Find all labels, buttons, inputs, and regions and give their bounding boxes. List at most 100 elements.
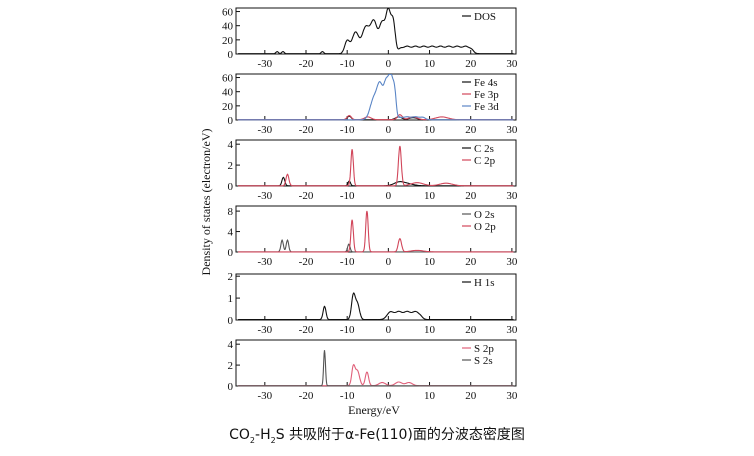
legend-label: S 2p <box>474 343 494 355</box>
series-line-dos <box>238 7 514 55</box>
y-tick-label: 0 <box>228 115 234 127</box>
x-tick-label: 10 <box>424 58 436 70</box>
x-tick-label: -30 <box>257 190 272 202</box>
x-tick-label: 0 <box>386 58 392 70</box>
y-tick-label: 0 <box>228 315 234 327</box>
y-tick-label: 60 <box>222 73 234 85</box>
legend-label: O 2p <box>474 221 496 233</box>
x-tick-label: 20 <box>465 190 477 202</box>
y-tick-label: 0 <box>228 181 234 193</box>
x-tick-label: 20 <box>465 256 477 268</box>
x-tick-label: -20 <box>299 124 314 136</box>
legend-label: Fe 4s <box>474 77 498 89</box>
caption-part-3: S 共吸附于α-Fe(110)面的分波态密度图 <box>275 427 525 443</box>
panel-h: 0 1 2 -30 -20 -10 0 10 20 30 H 1s <box>228 271 518 336</box>
series-line-c-2p <box>238 145 514 187</box>
x-tick-label: -20 <box>299 190 314 202</box>
x-tick-label: 30 <box>506 190 518 202</box>
series-line-o-2s <box>238 238 514 253</box>
x-tick-label: 30 <box>506 58 518 70</box>
caption-subscript-1: 2 <box>249 435 256 445</box>
x-tick-label: -30 <box>257 58 272 70</box>
x-axis-label: Energy/eV <box>348 403 400 417</box>
x-tick-label: 10 <box>424 324 436 336</box>
x-tick-label: 0 <box>386 190 392 202</box>
y-axis-label: Density of states (electron/eV) <box>199 129 213 276</box>
series-line-s-2p <box>238 363 514 387</box>
series-line-s-2s <box>238 350 514 387</box>
y-tick-label: 2 <box>228 271 234 283</box>
x-tick-label: 10 <box>424 190 436 202</box>
x-tick-label: -20 <box>299 256 314 268</box>
x-tick-label: 30 <box>506 124 518 136</box>
y-tick-label: 4 <box>228 139 234 151</box>
x-tick-label: -10 <box>340 124 355 136</box>
x-tick-label: 20 <box>465 324 477 336</box>
y-tick-label: 20 <box>222 35 234 47</box>
y-tick-label: 8 <box>228 206 234 218</box>
legend-label: DOS <box>474 11 496 23</box>
caption-part-2: -H <box>255 427 271 443</box>
panel-c: 0 2 4 -30 -20 -10 0 10 20 30 C 2sC 2p <box>228 139 518 202</box>
y-tick-label: 0 <box>228 49 234 61</box>
x-tick-label: -30 <box>257 124 272 136</box>
series-line-fe-3p <box>238 114 514 121</box>
y-tick-label: 4 <box>228 339 234 351</box>
x-tick-label: -10 <box>340 58 355 70</box>
x-tick-label: -10 <box>340 190 355 202</box>
y-tick-label: 20 <box>222 101 234 113</box>
y-tick-label: 0 <box>228 247 234 259</box>
x-tick-label: -10 <box>340 324 355 336</box>
x-tick-label: 10 <box>424 124 436 136</box>
legend-label: C 2p <box>474 155 496 167</box>
panel-s: 0 2 4 -30 -20 -10 0 10 20 30 S 2pS 2s <box>228 339 518 402</box>
panel-dos: 0 20 40 60 -30 -20 -10 0 10 20 30 DOS <box>222 7 518 70</box>
y-tick-label: 0 <box>228 381 234 393</box>
x-tick-label: 10 <box>424 256 436 268</box>
x-tick-label: 20 <box>465 124 477 136</box>
x-tick-label: 0 <box>386 324 392 336</box>
legend-label: Fe 3p <box>474 89 499 101</box>
panel-o: 0 4 8 -30 -20 -10 0 10 20 30 O 2sO 2p <box>228 205 518 268</box>
x-tick-label: -30 <box>257 324 272 336</box>
x-tick-label: 10 <box>424 390 436 402</box>
legend-label: C 2s <box>474 143 494 155</box>
x-tick-label: 30 <box>506 324 518 336</box>
x-tick-label: -30 <box>257 256 272 268</box>
legend-label: H 1s <box>474 277 494 289</box>
y-tick-label: 40 <box>222 21 234 33</box>
x-tick-label: -20 <box>299 58 314 70</box>
x-tick-label: 0 <box>386 256 392 268</box>
x-tick-label: 30 <box>506 256 518 268</box>
x-tick-label: 0 <box>386 390 392 402</box>
x-tick-label: 30 <box>506 390 518 402</box>
legend-label: O 2s <box>474 209 494 221</box>
series-line-h-1s <box>238 292 514 321</box>
x-tick-label: 20 <box>465 390 477 402</box>
series-line-fe-3d <box>238 73 514 121</box>
y-tick-label: 1 <box>228 293 234 305</box>
x-tick-label: 0 <box>386 124 392 136</box>
y-tick-label: 60 <box>222 7 234 19</box>
x-tick-label: -20 <box>299 324 314 336</box>
figure-caption: CO2-H2S 共吸附于α-Fe(110)面的分波态密度图 <box>0 424 754 445</box>
y-tick-label: 40 <box>222 87 234 99</box>
y-tick-label: 2 <box>228 160 234 172</box>
series-line-c-2s <box>238 176 514 187</box>
y-tick-label: 4 <box>228 227 234 239</box>
x-tick-label: -30 <box>257 390 272 402</box>
legend-label: S 2s <box>474 355 493 367</box>
y-tick-label: 2 <box>228 360 234 372</box>
x-tick-label: -10 <box>340 390 355 402</box>
series-line-o-2p <box>238 210 514 253</box>
x-tick-label: -20 <box>299 390 314 402</box>
legend-label: Fe 3d <box>474 101 499 113</box>
x-tick-label: -10 <box>340 256 355 268</box>
caption-part-1: CO <box>229 427 250 443</box>
panel-frame <box>235 7 517 55</box>
caption-subscript-2: 2 <box>270 435 276 445</box>
x-tick-label: 20 <box>465 58 477 70</box>
